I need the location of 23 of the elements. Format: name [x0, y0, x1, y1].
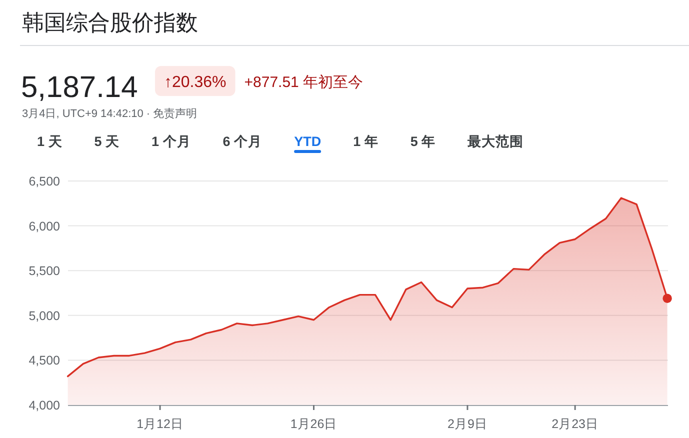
tab-label: 1 年 — [353, 134, 378, 149]
title: 韩国综合股价指数 — [22, 10, 198, 35]
tab-label: YTD — [294, 134, 322, 149]
ytick: 5,000 — [28, 308, 60, 323]
tab-label: 6 个月 — [222, 134, 262, 149]
ytick: 4,000 — [28, 398, 60, 412]
xtick: 1月12日 — [136, 417, 184, 431]
xtick: 1月26日 — [290, 417, 338, 431]
tab-label: 最大范围 — [468, 134, 524, 149]
timestamp: 3月4日, UTC+9 14:42:10 · 免责声明 — [22, 108, 198, 120]
xtick: 2月23日 — [552, 417, 598, 431]
tab-label: 1 个月 — [152, 134, 191, 149]
xtick: 2月9日 — [448, 417, 488, 431]
tab-label: 5 天 — [94, 134, 120, 149]
ytick: 6,000 — [28, 219, 60, 234]
change-badge-label: ↑20.36% — [164, 74, 226, 91]
ytick: 6,500 — [28, 174, 60, 188]
tab-label: 5 年 — [410, 134, 436, 149]
price: 5,187.14 — [21, 71, 138, 104]
ytick: 5,500 — [28, 264, 60, 278]
ytick: 4,500 — [28, 354, 60, 368]
change: +877.51 年初至今 — [244, 74, 364, 91]
tab-label: 1 天 — [37, 134, 62, 149]
